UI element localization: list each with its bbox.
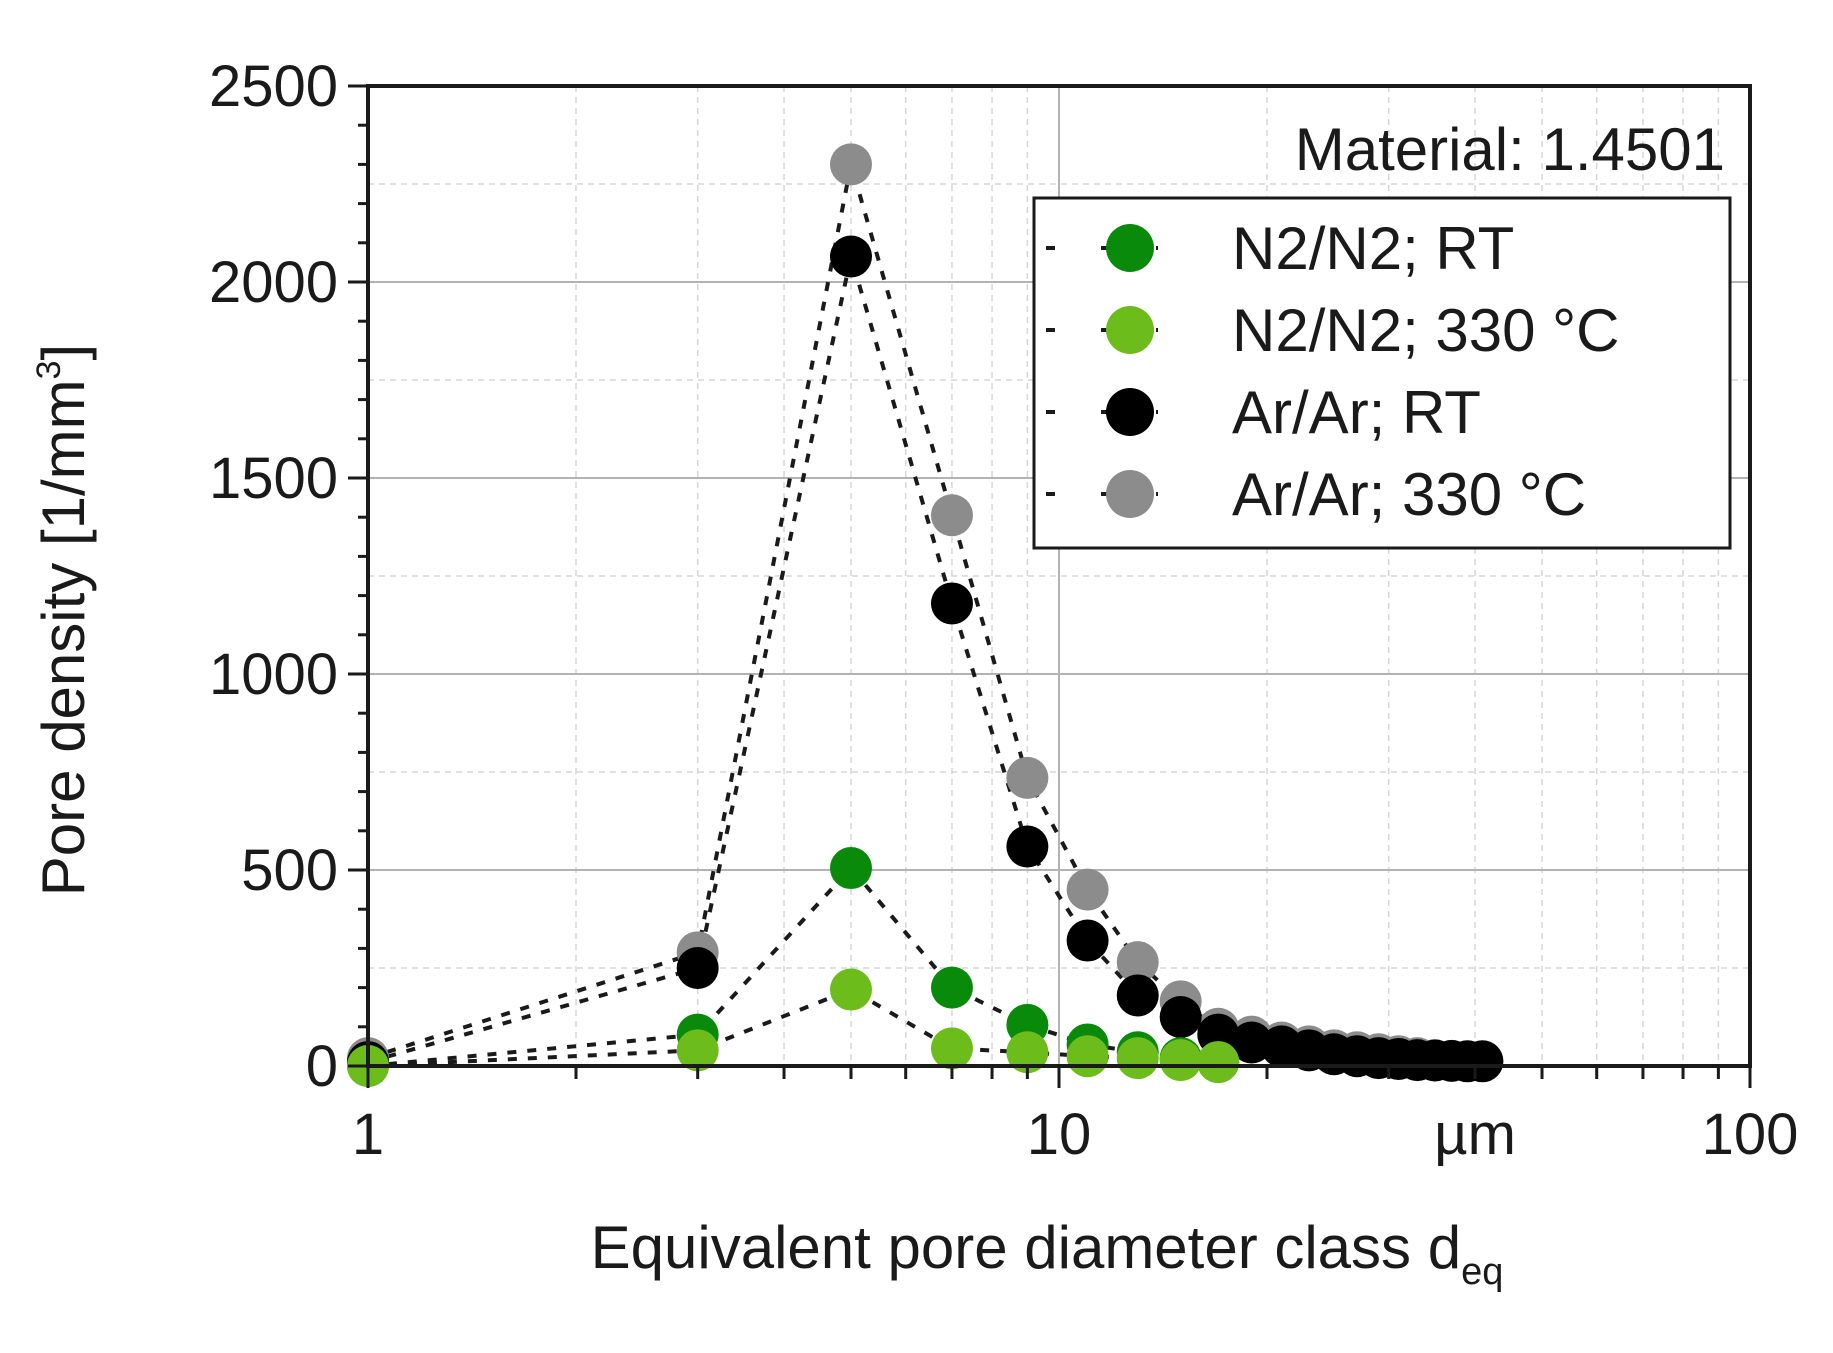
y-axis-label-main: Pore density [1/mm — [30, 379, 97, 896]
data-point-series-0 — [930, 966, 973, 1009]
data-point-series-2 — [1461, 1040, 1504, 1083]
legend-marker-0 — [1106, 224, 1154, 272]
y-tick-label: 0 — [306, 1034, 338, 1099]
data-point-series-1 — [1116, 1037, 1159, 1080]
axes — [348, 84, 1752, 1088]
data-point-series-1 — [1006, 1031, 1049, 1074]
legend-marker-2 — [1106, 388, 1154, 436]
data-point-series-1 — [829, 968, 872, 1011]
y-tick-label: 1000 — [209, 642, 338, 707]
data-point-series-2 — [1116, 974, 1159, 1017]
data-point-series-2 — [1006, 825, 1049, 868]
y-axis-label: Pore density [1/mm3] — [30, 344, 97, 896]
data-point-series-0 — [829, 847, 872, 890]
data-point-series-3 — [930, 494, 973, 537]
data-point-series-1 — [930, 1027, 973, 1070]
data-point-series-1 — [1159, 1039, 1202, 1082]
legend-label-2: Ar/Ar; RT — [1232, 379, 1481, 446]
data-point-series-1 — [1197, 1041, 1240, 1084]
data-point-series-1 — [1066, 1035, 1109, 1078]
y-tick-label: 2000 — [209, 250, 338, 315]
legend-label-0: N2/N2; RT — [1232, 215, 1514, 282]
legend-label-1: N2/N2; 330 °C — [1232, 297, 1620, 364]
tick-labels: 0 500 1000 1500 2000 2500 1 10 µm 100 — [209, 54, 1798, 1167]
data-points — [347, 143, 1504, 1087]
data-point-series-3 — [1006, 756, 1049, 799]
y-axis-label-superscript: 3 — [30, 360, 68, 379]
legend: N2/N2; RT N2/N2; 330 °C Ar/Ar; RT Ar/Ar; 33… — [1032, 196, 1732, 550]
data-point-series-2 — [1159, 996, 1202, 1038]
grid-lines — [368, 86, 1750, 1066]
material-annotation: Material: 1.4501 — [1295, 116, 1725, 183]
x-tick-label: 1 — [352, 1102, 384, 1167]
data-point-series-2 — [1066, 919, 1109, 962]
y-axis-label-close: ] — [30, 344, 97, 361]
legend-label-3: Ar/Ar; 330 °C — [1232, 461, 1586, 528]
x-tick-label: µm — [1434, 1102, 1516, 1167]
x-axis-label: Equivalent pore diameter class deq — [591, 1214, 1504, 1293]
y-tick-label: 1500 — [209, 446, 338, 511]
x-axis-label-main: Equivalent pore diameter class d — [591, 1214, 1461, 1281]
data-point-series-3 — [1116, 941, 1159, 984]
y-tick-label: 2500 — [209, 54, 338, 119]
data-point-series-3 — [1066, 868, 1109, 911]
data-point-series-3 — [829, 143, 872, 186]
x-tick-label: 10 — [1027, 1102, 1092, 1167]
data-point-series-2 — [829, 235, 872, 278]
x-axis-label-subscript: eq — [1461, 1251, 1503, 1293]
legend-marker-1 — [1106, 306, 1154, 354]
legend-marker-3 — [1106, 470, 1154, 518]
data-point-series-2 — [930, 582, 973, 625]
data-point-series-1 — [676, 1029, 719, 1072]
y-tick-label: 500 — [241, 838, 338, 903]
x-tick-label: 100 — [1702, 1102, 1799, 1167]
data-point-series-2 — [676, 947, 719, 989]
